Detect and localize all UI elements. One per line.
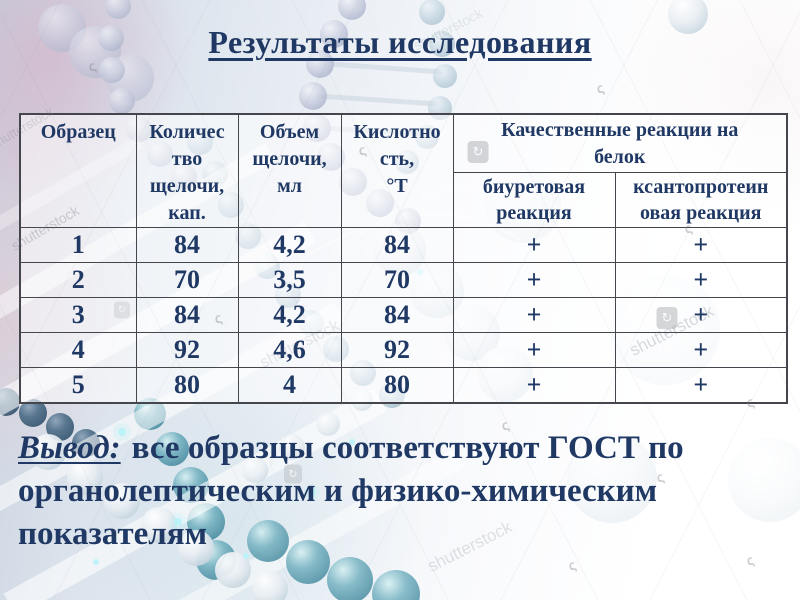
cell-xanthoprotein: + [614,367,788,403]
header-alkali-drops: Количес тво щелочи, кап. [135,113,239,228]
cell-sample: 4 [19,332,137,368]
table-row: 4 92 4,6 92 + + [19,332,788,368]
dna-strand [247,520,420,600]
cell-biuret: + [452,227,616,263]
conclusion-body: все образцы соответствуют ГОСТ по органо… [18,430,684,552]
conclusion-label: Вывод: [18,430,121,466]
cell-xanthoprotein: + [614,297,788,333]
slide-title: Результаты исследования [0,24,800,61]
header-sample: Образец [19,113,137,228]
table-row: 2 70 3,5 70 + + [19,262,788,298]
results-table: Образец Количес тво щелочи, кап. Объем щ… [19,113,788,404]
cell-volume: 4,2 [237,297,342,333]
cell-sample: 5 [19,367,137,403]
cell-drops: 92 [135,332,239,368]
cell-acidity: 70 [340,262,454,298]
cell-xanthoprotein: + [614,227,788,263]
table-row: 5 80 4 80 + + [19,367,788,403]
cell-volume: 4,2 [237,227,342,263]
cell-biuret: + [452,262,616,298]
cell-acidity: 92 [340,332,454,368]
header-protein-reactions: Качественные реакции на белок [452,113,788,174]
cell-volume: 4,6 [237,332,342,368]
cell-sample: 1 [19,227,137,263]
slide-title-text: Результаты исследования [208,24,592,60]
cell-drops: 84 [135,227,239,263]
conclusion-text: Вывод: все образцы соответствуют ГОСТ по … [18,427,790,556]
cell-biuret: + [452,297,616,333]
header-acidity: Кислотно сть, °Т [340,113,454,228]
cell-biuret: + [452,332,616,368]
cell-drops: 80 [135,367,239,403]
header-xanthoprotein: ксантопротеин овая реакция [614,172,788,228]
header-biuret: биуретовая реакция [452,172,616,228]
cell-acidity: 80 [340,367,454,403]
cell-volume: 3,5 [237,262,342,298]
cell-sample: 3 [19,297,137,333]
cell-acidity: 84 [340,297,454,333]
cell-drops: 70 [135,262,239,298]
dna-strand [30,434,288,600]
cell-xanthoprotein: + [614,262,788,298]
cell-sample: 2 [19,262,137,298]
cell-xanthoprotein: + [614,332,788,368]
cell-volume: 4 [237,367,342,403]
header-alkali-volume: Объем щелочи, мл [237,113,342,228]
cell-biuret: + [452,367,616,403]
cell-drops: 84 [135,297,239,333]
table-row: 3 84 4,2 84 + + [19,297,788,333]
table-row: 1 84 4,2 84 + + [19,227,788,263]
cell-acidity: 84 [340,227,454,263]
